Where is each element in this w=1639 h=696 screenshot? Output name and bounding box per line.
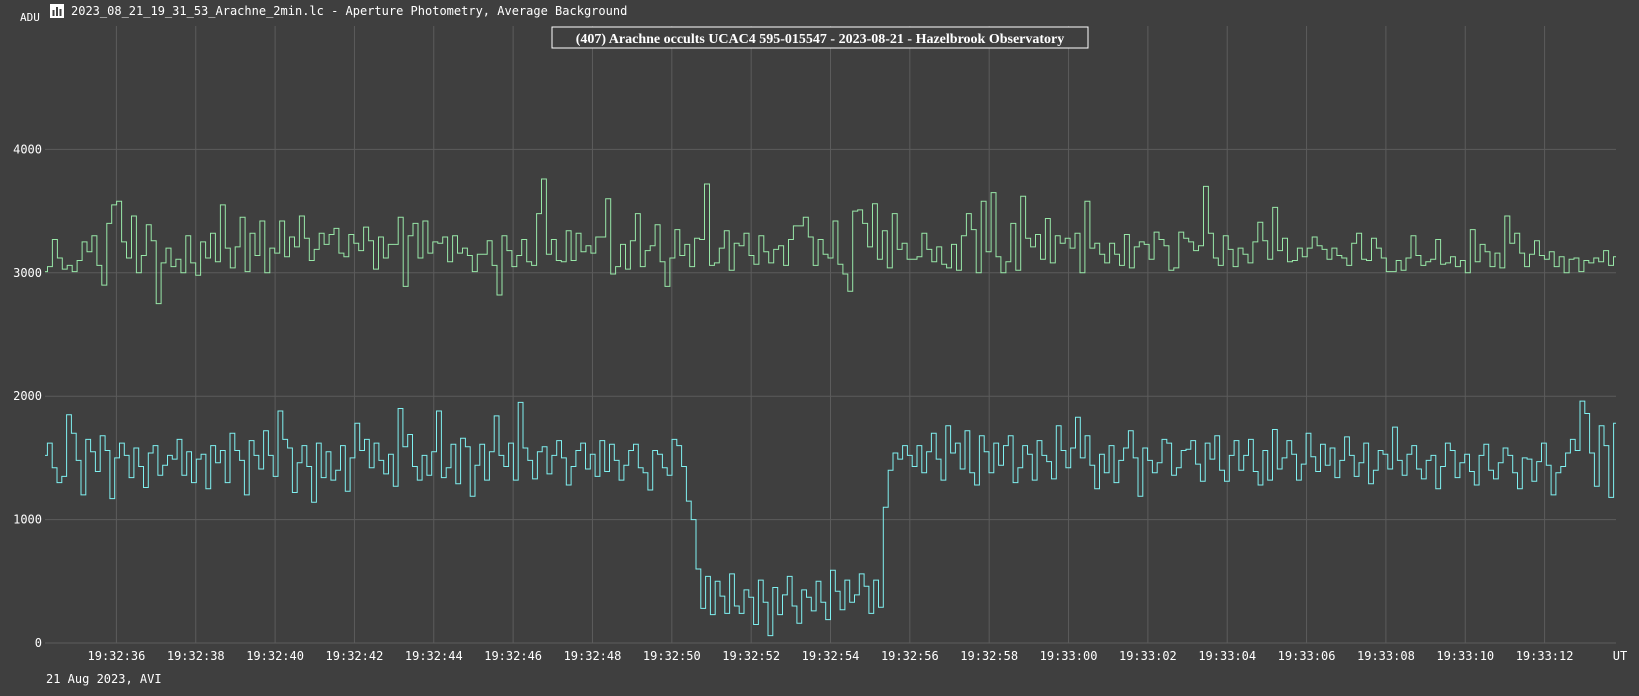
x-tick-label: 19:32:42: [326, 649, 384, 663]
y-tick-label: 2000: [13, 389, 42, 403]
x-tick-label: 19:33:06: [1278, 649, 1336, 663]
x-tick-label: 19:32:48: [564, 649, 622, 663]
x-tick-label: 19:32:58: [960, 649, 1018, 663]
x-tick-label: 19:33:12: [1516, 649, 1574, 663]
x-tick-label: 19:32:52: [722, 649, 780, 663]
series-line-target: [45, 400, 1616, 637]
x-tick-label: 19:33:04: [1198, 649, 1256, 663]
date-footer: 21 Aug 2023, AVI: [46, 672, 162, 686]
lightcurve-chart-icon: [50, 4, 64, 18]
y-tick-label: 3000: [13, 266, 42, 280]
y-tick-label: 4000: [13, 142, 42, 156]
y-tick-label: 1000: [13, 513, 42, 527]
x-axis-unit-label: UT: [1613, 649, 1627, 663]
x-tick-label: 19:32:56: [881, 649, 939, 663]
x-tick-label: 19:32:54: [802, 649, 860, 663]
x-tick-label: 19:32:50: [643, 649, 701, 663]
chart-title-box: (407) Arachne occults UCAC4 595-015547 -…: [551, 26, 1089, 49]
x-tick-label: 19:33:00: [1040, 649, 1098, 663]
grid-lines: [45, 26, 1616, 644]
x-tick-label: 19:32:38: [167, 649, 225, 663]
x-tick-label: 19:33:08: [1357, 649, 1415, 663]
series-layer: [45, 178, 1616, 637]
x-tick-label: 19:32:44: [405, 649, 463, 663]
x-tick-label: 19:33:02: [1119, 649, 1177, 663]
window-title-text: 2023_08_21_19_31_53_Arachne_2min.lc - Ap…: [71, 4, 628, 18]
x-tick-label: 19:33:10: [1436, 649, 1494, 663]
y-tick-label: 0: [35, 636, 42, 650]
axis-tick-labels: 0 1000 2000 3000 4000 19:32:36 19:32:38 19:32:4…: [13, 142, 1573, 663]
y-axis-unit-label: ADU: [20, 11, 40, 24]
chart-title: (407) Arachne occults UCAC4 595-015547 -…: [576, 32, 1065, 47]
x-tick-label: 19:32:40: [246, 649, 304, 663]
x-tick-label: 19:32:46: [484, 649, 542, 663]
series-line-comparison: [45, 178, 1616, 305]
window-title-bar: 2023_08_21_19_31_53_Arachne_2min.lc - Ap…: [50, 4, 627, 18]
x-tick-label: 19:32:36: [88, 649, 146, 663]
